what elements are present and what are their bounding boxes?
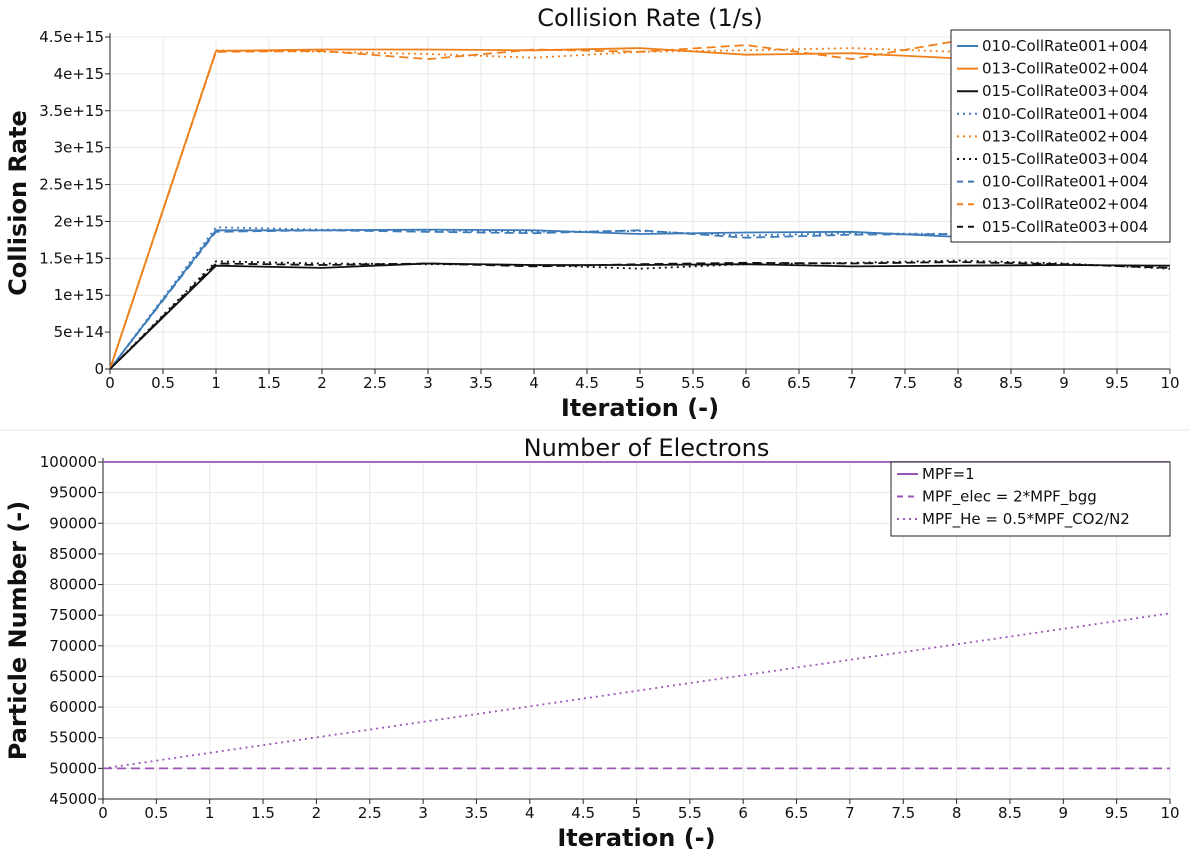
chart2-y-tick-label: 100000	[40, 453, 97, 471]
chart2-x-tick-label: 10	[1160, 804, 1179, 822]
chart1-x-tick-label: 0.5	[151, 374, 175, 392]
chart2-y-tick-label: 65000	[49, 667, 97, 685]
chart2-y-tick-label: 50000	[49, 759, 97, 777]
chart2-x-tick-label: 1.5	[251, 804, 275, 822]
chart1-x-tick-label: 7	[847, 374, 857, 392]
chart2-title: Number of Electrons	[524, 434, 770, 462]
chart2-y-tick-label: 60000	[49, 698, 97, 716]
chart2-x-tick-label: 8.5	[998, 804, 1022, 822]
chart1-legend-label: 013-CollRate002+004	[982, 60, 1148, 78]
chart2-y-tick-label: 85000	[49, 545, 97, 563]
chart1-series-line	[109, 261, 1171, 370]
chart1-y-axis-label: Collision Rate	[4, 110, 32, 296]
chart1-x-tick-label: 6	[741, 374, 751, 392]
chart1-legend-label: 010-CollRate001+004	[982, 37, 1148, 55]
chart1-x-tick-label: 4	[529, 374, 539, 392]
chart1-x-tick-label: 8	[953, 374, 963, 392]
chart2-x-tick-label: 3	[418, 804, 428, 822]
chart2-y-tick-label: 90000	[49, 514, 97, 532]
chart2-x-tick-label: 3.5	[465, 804, 489, 822]
chart1-x-tick-label: 4.5	[575, 374, 599, 392]
chart1-y-tick-label: 3e+15	[54, 139, 104, 157]
chart2-y-tick-label: 75000	[49, 606, 97, 624]
chart1-legend-label: 015-CollRate003+004	[982, 150, 1148, 168]
chart2-legend-label: MPF=1	[922, 465, 975, 483]
chart1-x-tick-label: 9.5	[1105, 374, 1129, 392]
chart2-x-tick-label: 4.5	[571, 804, 595, 822]
chart2-x-tick-label: 4	[525, 804, 535, 822]
chart1-series-line	[109, 39, 1170, 370]
chart2-x-tick-label: 9	[1059, 804, 1069, 822]
chart1-legend-label: 010-CollRate001+004	[982, 105, 1148, 123]
chart1-legend-label: 013-CollRate002+004	[982, 195, 1148, 213]
chart2-y-axis-label: Particle Number (-)	[4, 501, 32, 761]
chart2-x-tick-label: 7.5	[891, 804, 915, 822]
chart1-x-tick-label: 9	[1059, 374, 1069, 392]
chart1-y-tick-label: 5e+14	[54, 323, 104, 341]
chart2-x-tick-label: 5	[632, 804, 642, 822]
chart1-title: Collision Rate (1/s)	[537, 4, 762, 32]
chart1-y-tick-label: 0	[94, 360, 104, 378]
chart1-series-line	[109, 229, 1170, 370]
chart2-x-tick-label: 9.5	[1105, 804, 1129, 822]
chart2-x-tick-label: 1	[205, 804, 215, 822]
chart1-legend-label: 010-CollRate001+004	[982, 173, 1148, 191]
chart2-legend-label: MPF_elec = 2*MPF_bgg	[922, 488, 1097, 507]
chart1-x-axis-label: Iteration (-)	[561, 394, 719, 422]
chart1-x-tick-label: 1.5	[257, 374, 281, 392]
chart1-legend-label: 015-CollRate003+004	[982, 218, 1148, 236]
chart2-y-tick-label: 80000	[49, 576, 97, 594]
chart1-y-tick-label: 1.5e+15	[39, 249, 104, 267]
chart2-y-tick-label: 70000	[49, 637, 97, 655]
chart1-y-tick-label: 4.5e+15	[39, 28, 104, 46]
chart2-x-tick-label: 6.5	[785, 804, 809, 822]
chart1-series-line	[109, 262, 1171, 370]
chart2-x-tick-label: 6	[738, 804, 748, 822]
chart2-x-tick-label: 0.5	[144, 804, 168, 822]
chart2-x-tick-label: 2.5	[358, 804, 382, 822]
chart1-x-tick-label: 0	[105, 374, 115, 392]
chart1-legend-label: 015-CollRate003+004	[982, 82, 1148, 100]
chart1-x-tick-label: 3.5	[469, 374, 493, 392]
chart1-x-tick-label: 5.5	[681, 374, 705, 392]
chart1-x-tick-label: 10	[1160, 374, 1179, 392]
chart1-x-tick-label: 3	[423, 374, 433, 392]
chart2-x-axis-label: Iteration (-)	[557, 824, 715, 852]
chart1-y-tick-label: 1e+15	[54, 286, 104, 304]
chart1-y-tick-label: 4e+15	[54, 65, 104, 83]
chart1-x-tick-label: 8.5	[999, 374, 1023, 392]
chart2-x-tick-label: 8	[952, 804, 962, 822]
chart2-x-tick-label: 7	[845, 804, 855, 822]
chart2-x-tick-label: 0	[98, 804, 108, 822]
chart2-y-tick-label: 95000	[49, 484, 97, 502]
chart1-x-tick-label: 2	[317, 374, 327, 392]
chart1-x-tick-label: 7.5	[893, 374, 917, 392]
chart2-y-tick-label: 45000	[49, 790, 97, 808]
chart1-y-tick-label: 3.5e+15	[39, 102, 104, 120]
chart1-x-tick-label: 1	[211, 374, 221, 392]
chart2-legend-box	[890, 461, 1171, 537]
chart1-x-tick-label: 2.5	[363, 374, 387, 392]
chart1-legend-box	[950, 29, 1171, 243]
chart1-x-tick-label: 5	[635, 374, 645, 392]
chart1-y-tick-label: 2e+15	[54, 212, 104, 230]
chart2-x-tick-label: 5.5	[678, 804, 702, 822]
chart1-x-tick-label: 6.5	[787, 374, 811, 392]
chart1-y-tick-label: 2.5e+15	[39, 176, 104, 194]
chart1-legend-label: 013-CollRate002+004	[982, 127, 1148, 145]
chart2-y-tick-label: 55000	[49, 729, 97, 747]
chart2-legend-label: MPF_He = 0.5*MPF_CO2/N2	[922, 510, 1130, 529]
chart2-x-tick-label: 2	[312, 804, 322, 822]
